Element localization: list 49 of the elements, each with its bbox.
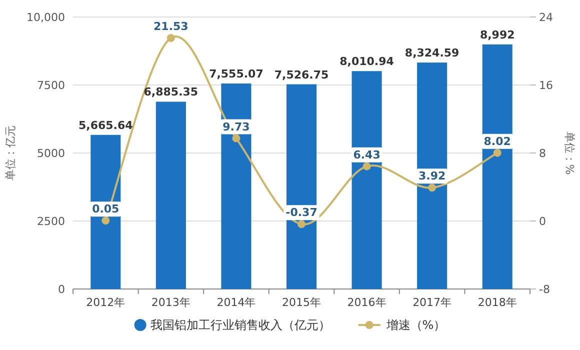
y2-tick-label: 24 [539,11,553,24]
y2-tick-label: 16 [539,79,553,92]
point [428,184,436,192]
x-tick-label: 2017年 [412,296,452,309]
data-label: 8.02 [484,134,511,148]
data-label: 0.05 [92,202,120,216]
data-label: -0.37 [286,206,318,220]
y2-tick-label: 0 [539,215,546,228]
data-label: 8,010.94 [340,55,394,68]
data-label: 8,324.59 [404,46,460,60]
y2-tick-label: 8 [539,147,546,160]
y-axis-title: 单位：亿元 [4,126,17,180]
point [166,34,175,42]
bar [352,71,382,289]
bar [90,134,121,289]
legend-label: 我国铝加工行业销售收入（亿元） [150,318,330,332]
bar [417,62,448,289]
y-tick-label: 2500 [37,215,65,228]
y-tick-label: 5000 [37,147,65,160]
data-label: 8,992 [480,28,515,42]
y2-axis-title: 单位：% [563,131,576,175]
x-tick-label: 2013年 [151,296,190,309]
data-label: 6,885.35 [144,86,198,99]
point [102,216,110,225]
data-label: 21.53 [154,20,188,33]
data-label: 7,555.07 [209,68,264,80]
y2-tick-label: -8 [539,283,550,296]
x-tick-label: 2014年 [216,296,256,309]
y-tick-label: 7500 [37,79,65,92]
legend-label: 增速（%） [385,318,446,332]
data-label: 9.73 [222,120,250,134]
bar [156,102,186,289]
point [493,148,502,157]
x-tick-label: 2016年 [347,296,386,309]
x-tick-label: 2018年 [478,296,517,309]
point [298,220,306,228]
x-tick-label: 2015年 [282,296,321,309]
y-tick-label: 0 [58,283,65,296]
y-tick-label: 10,000 [26,11,65,24]
bar [221,84,252,289]
point [232,134,240,142]
bar [286,84,317,289]
bar [482,44,512,289]
data-label: 5,665.64 [78,118,134,132]
data-label: 7,526.75 [274,68,329,82]
point [362,162,371,170]
data-label: 3.92 [418,170,446,183]
data-label: 6.43 [353,148,380,162]
x-tick-label: 2012年 [86,296,126,309]
